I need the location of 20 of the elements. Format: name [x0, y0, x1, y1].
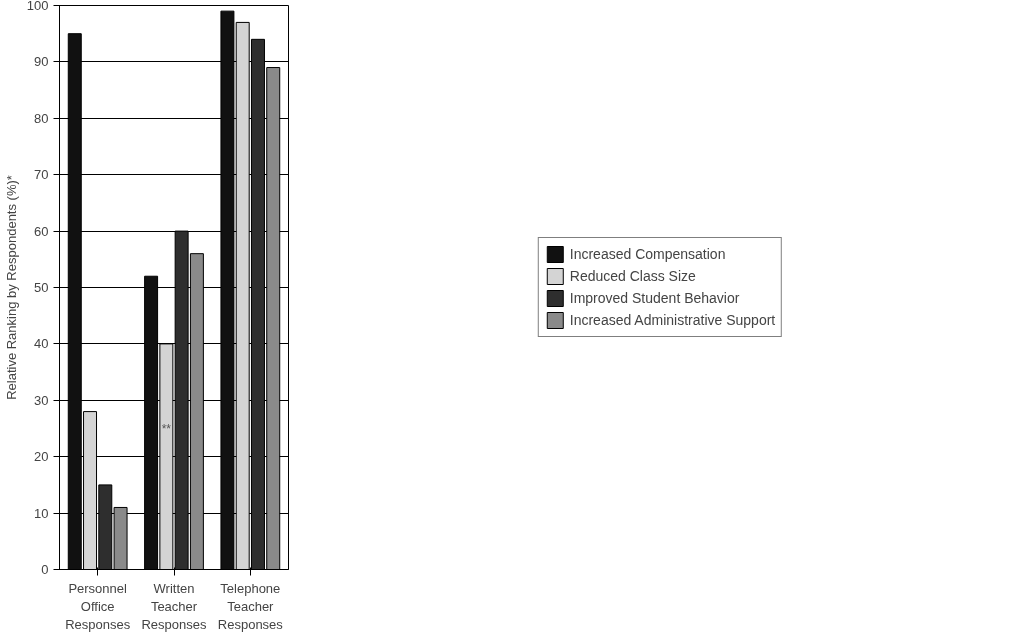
y-tick-label: 40	[34, 336, 49, 352]
legend-label: Increased Administrative Support	[569, 312, 776, 328]
y-tick-label: 80	[34, 110, 49, 126]
annotation: **	[161, 421, 172, 436]
y-axis-title: Relative Ranking by Respondents (%)*	[3, 175, 19, 400]
y-tick-label: 10	[34, 505, 49, 521]
y-tick-label: 70	[34, 167, 49, 183]
y-tick-label: 60	[34, 223, 49, 239]
y-tick-label: 30	[34, 392, 49, 408]
legend-label: Improved Student Behavior	[569, 290, 740, 306]
y-tick-label: 90	[34, 54, 49, 70]
y-tick-label: 20	[34, 449, 49, 465]
x-tick-label: Telephone Teacher Responses	[217, 580, 284, 632]
legend-label: Reduced Class Size	[569, 268, 696, 284]
legend-label: Increased Compensation	[569, 246, 726, 262]
y-tick-label: 100	[26, 0, 49, 13]
x-tick-label: Personnel Office Responses	[65, 580, 131, 632]
y-tick-label: 50	[34, 280, 49, 295]
x-tick-label: Written Teacher Responses	[141, 580, 208, 632]
y-tick-label: 0	[41, 562, 49, 577]
